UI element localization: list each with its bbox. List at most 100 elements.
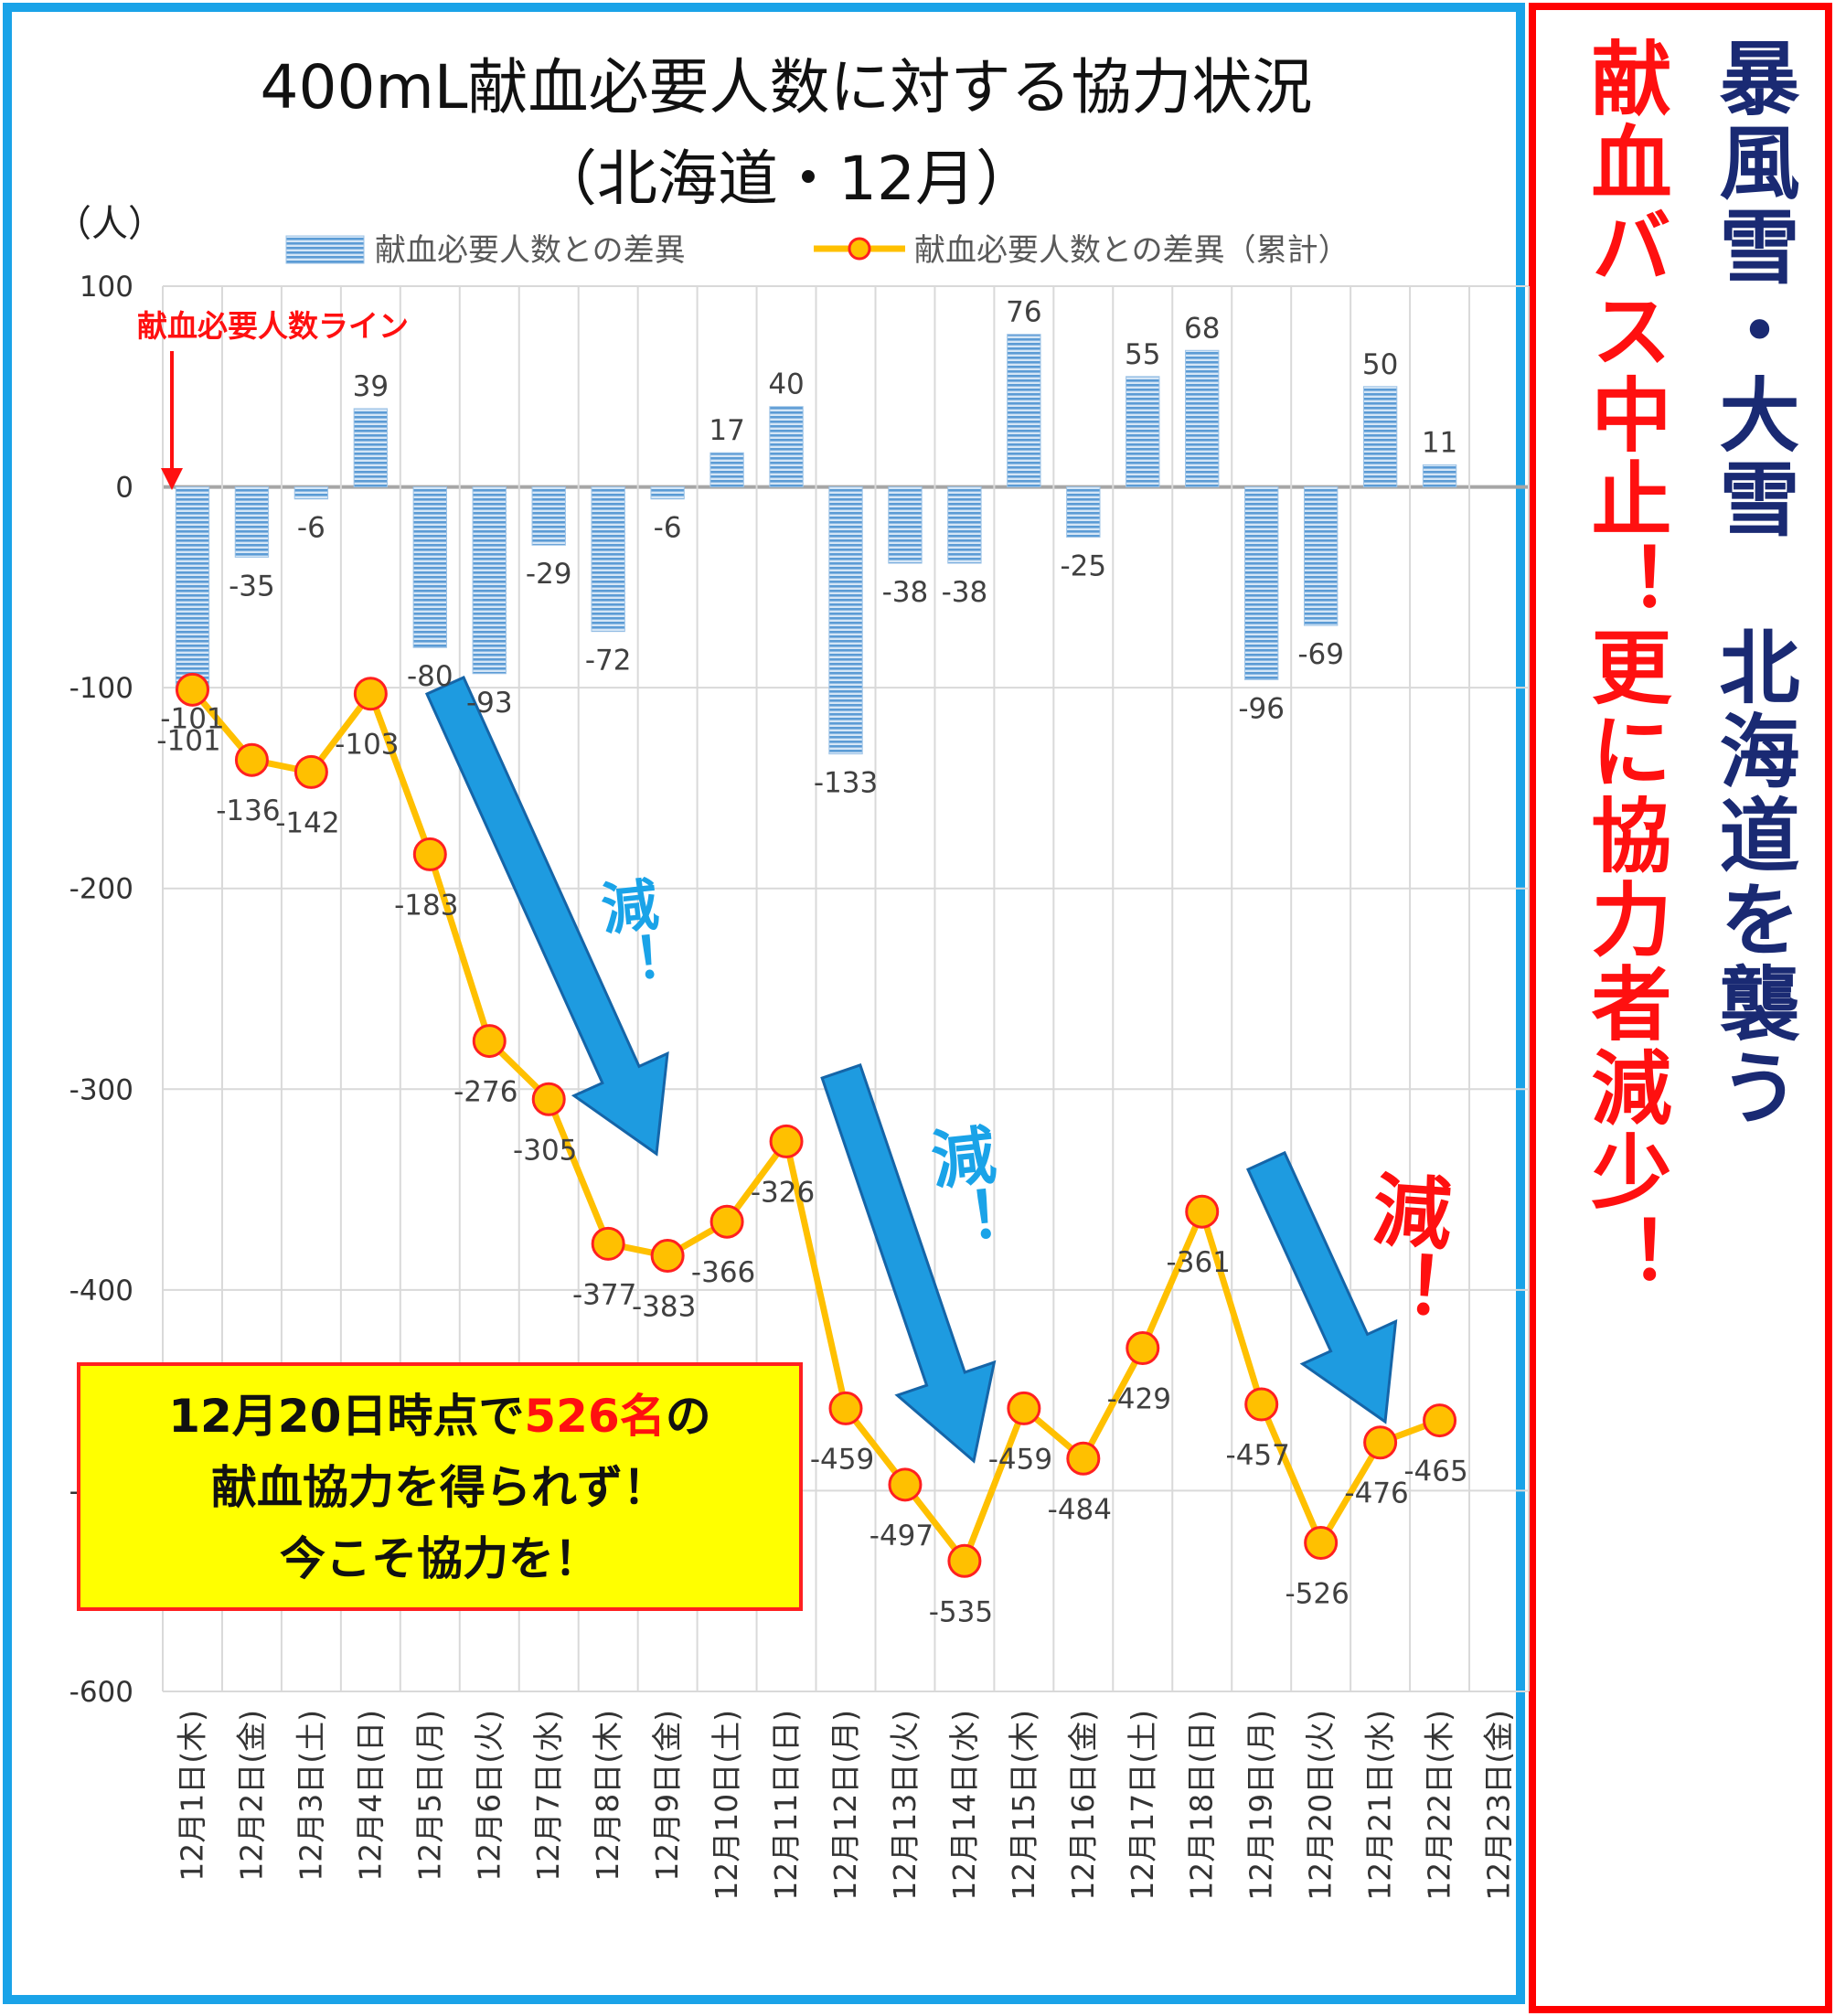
bar-data-label: -80: [407, 660, 453, 693]
bar-data-label: 76: [1006, 296, 1041, 329]
baseline-label: 献血必要人数ライン: [137, 308, 409, 344]
x-tick-label: 12月2日(金): [233, 1710, 269, 1882]
line-data-label: -183: [394, 889, 458, 922]
bar: [1244, 486, 1279, 680]
cumulative-point: [1423, 1403, 1457, 1438]
cumulative-point: [1126, 1331, 1160, 1366]
decrease-mark: 減！: [918, 1121, 1007, 1256]
decrease-mark: 減！: [589, 874, 667, 994]
x-tick-label: 12月12日(月): [827, 1710, 863, 1901]
bar-data-label: -6: [654, 512, 682, 545]
cumulative-point: [293, 754, 328, 789]
bar: [1422, 464, 1457, 488]
line-data-label: -136: [216, 795, 280, 827]
bar: [709, 452, 744, 488]
bar: [1185, 349, 1220, 488]
x-tick-label: 12月23日(金): [1481, 1710, 1517, 1901]
x-tick-label: 12月20日(火): [1303, 1710, 1339, 1901]
line-data-label: -383: [632, 1291, 696, 1324]
y-tick-label: -400: [69, 1275, 133, 1307]
bar: [1126, 376, 1160, 488]
cumulative-point: [175, 672, 209, 707]
bar-data-label: -96: [1238, 692, 1285, 725]
x-tick-label: 12月4日(日): [352, 1710, 388, 1882]
bar: [888, 486, 923, 564]
line-data-label: -103: [335, 729, 399, 762]
bar-data-label: -72: [585, 645, 632, 677]
line-data-label: -366: [691, 1256, 755, 1289]
x-tick-label: 12月22日(木): [1422, 1710, 1457, 1901]
cumulative-point: [1304, 1526, 1339, 1561]
bar-data-label: -38: [942, 576, 988, 609]
cumulative-point: [353, 677, 388, 711]
callout-line-3: 今こそ協力を！: [280, 1532, 600, 1585]
x-tick-label: 12月13日(火): [887, 1710, 923, 1901]
side-banner-column-1: 暴風雪・大雪 北海道を襲う: [1706, 37, 1801, 1130]
decrease-arrow: [1245, 1150, 1398, 1424]
y-axis-label: （人）: [55, 203, 165, 245]
x-tick-label: 12月16日(金): [1065, 1710, 1101, 1901]
x-tick-label: 12月3日(土): [293, 1710, 328, 1882]
chart-title: 400mL献血必要人数に対する協力状況: [260, 52, 1313, 123]
bar: [650, 486, 685, 500]
x-tick-label: 12月8日(木): [590, 1710, 625, 1882]
bar: [1007, 334, 1041, 488]
legend-line-label: 献血必要人数との差異（累計）: [914, 232, 1350, 269]
y-tick-label: -100: [69, 672, 133, 705]
line-data-label: -535: [929, 1595, 993, 1628]
line-data-label: -457: [1226, 1439, 1290, 1472]
cumulative-point: [1007, 1391, 1041, 1425]
legend-line-marker: [848, 237, 871, 261]
bar-data-label: -6: [297, 512, 325, 545]
bar-data-label: -38: [882, 576, 929, 609]
x-tick-label: 12月1日(木): [174, 1710, 209, 1882]
chart-frame: [3, 3, 1525, 2004]
callout-line-1-pre: 12月20日時点で: [168, 1390, 525, 1443]
y-tick-label: -300: [69, 1073, 133, 1106]
decrease-mark: 減！: [1351, 1167, 1455, 1330]
line-data-label: -476: [1344, 1477, 1408, 1510]
cumulative-point: [591, 1226, 625, 1261]
bar: [531, 486, 566, 546]
bar: [947, 486, 982, 564]
y-tick-label: -600: [69, 1676, 133, 1709]
decrease-arrow: [820, 1063, 997, 1464]
cumulative-point: [1244, 1387, 1279, 1422]
line-data-label: -459: [810, 1443, 874, 1476]
cumulative-point: [769, 1124, 804, 1158]
cumulative-point: [650, 1239, 685, 1274]
line-data-label: -326: [751, 1176, 815, 1209]
x-tick-label: 12月9日(金): [649, 1710, 685, 1882]
line-data-label: -377: [572, 1278, 636, 1311]
bar: [412, 486, 447, 648]
bar: [1362, 386, 1398, 488]
cumulative-point: [828, 1391, 863, 1425]
bar: [1303, 486, 1339, 626]
line-data-label: -459: [988, 1443, 1052, 1476]
line-data-label: -484: [1048, 1493, 1112, 1526]
x-tick-label: 12月17日(土): [1125, 1710, 1160, 1901]
line-data-label: -526: [1285, 1578, 1349, 1611]
decrease-arrow: [424, 675, 669, 1157]
bar: [769, 406, 804, 488]
cumulative-point: [531, 1082, 566, 1116]
line-data-label: -497: [869, 1520, 934, 1552]
line-data-label: -361: [1167, 1246, 1231, 1279]
bar: [234, 486, 270, 558]
callout-highlight: 526名: [524, 1390, 666, 1443]
line-data-label: -465: [1403, 1456, 1467, 1488]
cumulative-point: [412, 837, 447, 871]
x-tick-label: 12月11日(日): [768, 1710, 804, 1901]
x-tick-label: 12月10日(土): [709, 1710, 744, 1901]
bar-data-label: 11: [1422, 426, 1457, 459]
y-tick-label: 100: [80, 271, 133, 304]
baseline-arrow-head: [161, 468, 183, 490]
bar: [175, 486, 210, 690]
bar-data-label: 55: [1125, 338, 1160, 371]
bar-data-label: 40: [768, 368, 804, 401]
bar-data-label: -133: [814, 767, 878, 800]
x-tick-label: 12月6日(火): [471, 1710, 507, 1882]
cumulative-line: [189, 688, 1441, 1564]
bar-data-label: 17: [709, 414, 744, 447]
